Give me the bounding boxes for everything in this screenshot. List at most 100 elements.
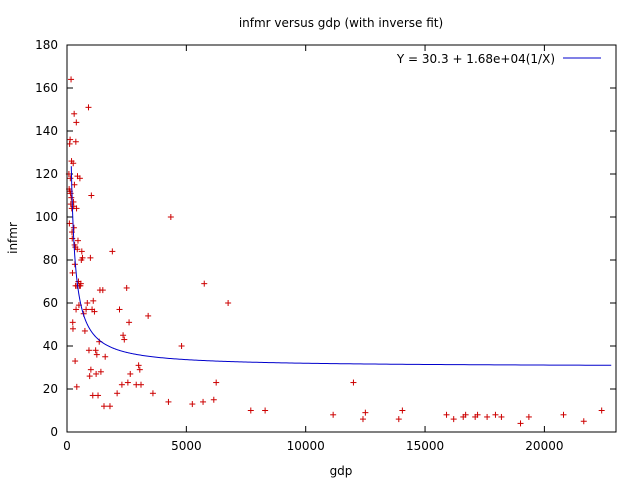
data-point — [362, 409, 369, 416]
data-point — [85, 104, 92, 111]
data-point — [87, 254, 94, 261]
data-point — [121, 336, 128, 343]
data-point — [86, 373, 93, 380]
data-point — [189, 401, 196, 408]
data-point — [97, 368, 104, 375]
data-point — [71, 181, 78, 188]
data-point — [91, 308, 98, 315]
data-point — [72, 358, 79, 365]
data-point — [200, 398, 207, 405]
data-point — [85, 347, 92, 354]
data-point — [70, 224, 77, 231]
data-point — [359, 416, 366, 423]
data-point — [149, 390, 156, 397]
data-point — [210, 396, 217, 403]
data-point — [443, 411, 450, 418]
y-tick-label: 40 — [43, 339, 58, 353]
data-point — [484, 413, 491, 420]
data-point — [350, 379, 357, 386]
data-point — [126, 319, 133, 326]
data-point — [68, 76, 75, 83]
data-point — [83, 306, 90, 313]
data-point — [525, 413, 532, 420]
data-point — [201, 280, 208, 287]
data-point — [69, 325, 76, 332]
data-point — [247, 407, 254, 414]
data-point — [498, 413, 505, 420]
data-point — [67, 136, 74, 143]
data-point — [73, 205, 80, 212]
data-point — [73, 306, 80, 313]
data-point — [69, 235, 76, 242]
data-point — [99, 287, 106, 294]
data-point — [399, 407, 406, 414]
data-point — [124, 379, 131, 386]
y-tick-label: 180 — [35, 38, 58, 52]
data-point — [73, 119, 80, 126]
data-point — [93, 370, 100, 377]
data-point — [213, 379, 220, 386]
data-point — [69, 229, 76, 236]
data-point — [78, 248, 85, 255]
data-point — [262, 407, 269, 414]
data-point — [74, 246, 81, 253]
data-point — [84, 300, 91, 306]
x-axis-label: gdp — [330, 464, 353, 478]
data-points — [65, 76, 605, 427]
data-point — [517, 420, 524, 427]
data-point — [79, 254, 86, 261]
data-point — [165, 398, 172, 405]
data-point — [74, 237, 81, 244]
data-point — [116, 306, 123, 313]
y-tick-label: 20 — [43, 382, 58, 396]
y-tick-label: 120 — [35, 167, 58, 181]
data-point — [89, 392, 96, 399]
data-point — [118, 381, 125, 388]
y-tick-label: 60 — [43, 296, 58, 310]
data-point — [109, 248, 116, 255]
data-point — [67, 175, 74, 182]
data-point — [120, 332, 127, 339]
data-point — [69, 319, 76, 326]
data-point — [474, 411, 481, 418]
data-point — [136, 366, 143, 373]
y-tick-label: 160 — [35, 81, 58, 95]
data-point — [90, 297, 97, 304]
data-point — [88, 192, 95, 199]
data-point — [178, 343, 185, 349]
data-point — [72, 138, 79, 145]
data-point — [135, 362, 142, 369]
legend: Y = 30.3 + 1.68e+04(1/X) — [396, 52, 601, 66]
data-point — [77, 280, 84, 287]
data-point — [560, 411, 567, 418]
fit-curve-group — [70, 166, 612, 366]
data-point — [137, 381, 144, 388]
plot-frame — [66, 44, 617, 433]
y-axis-label: infmr — [6, 222, 20, 254]
x-tick-label: 5000 — [171, 439, 202, 453]
x-tick-label: 20000 — [525, 439, 563, 453]
data-point — [69, 269, 76, 276]
data-point — [167, 214, 174, 220]
data-point — [114, 390, 121, 397]
data-point — [225, 300, 232, 306]
data-point — [598, 407, 605, 414]
axes: 0 5000 10000 15000 20000 0 20 40 60 80 100 120 140 16… — [35, 38, 616, 453]
data-point — [76, 175, 83, 182]
y-tick-label: 80 — [43, 253, 58, 267]
legend-label: Y = 30.3 + 1.68e+04(1/X) — [396, 52, 555, 66]
data-point — [102, 353, 109, 360]
data-point — [450, 416, 457, 423]
plot-border — [66, 44, 617, 433]
data-point — [87, 366, 94, 373]
x-tick-label: 15000 — [406, 439, 444, 453]
data-point — [81, 327, 88, 334]
x-tick-label: 10000 — [287, 439, 325, 453]
data-point — [580, 418, 587, 425]
data-point — [95, 392, 102, 399]
data-point — [67, 190, 74, 197]
data-point — [92, 347, 99, 354]
y-tick-label: 140 — [35, 124, 58, 138]
data-point — [70, 160, 77, 167]
data-point — [492, 411, 499, 418]
